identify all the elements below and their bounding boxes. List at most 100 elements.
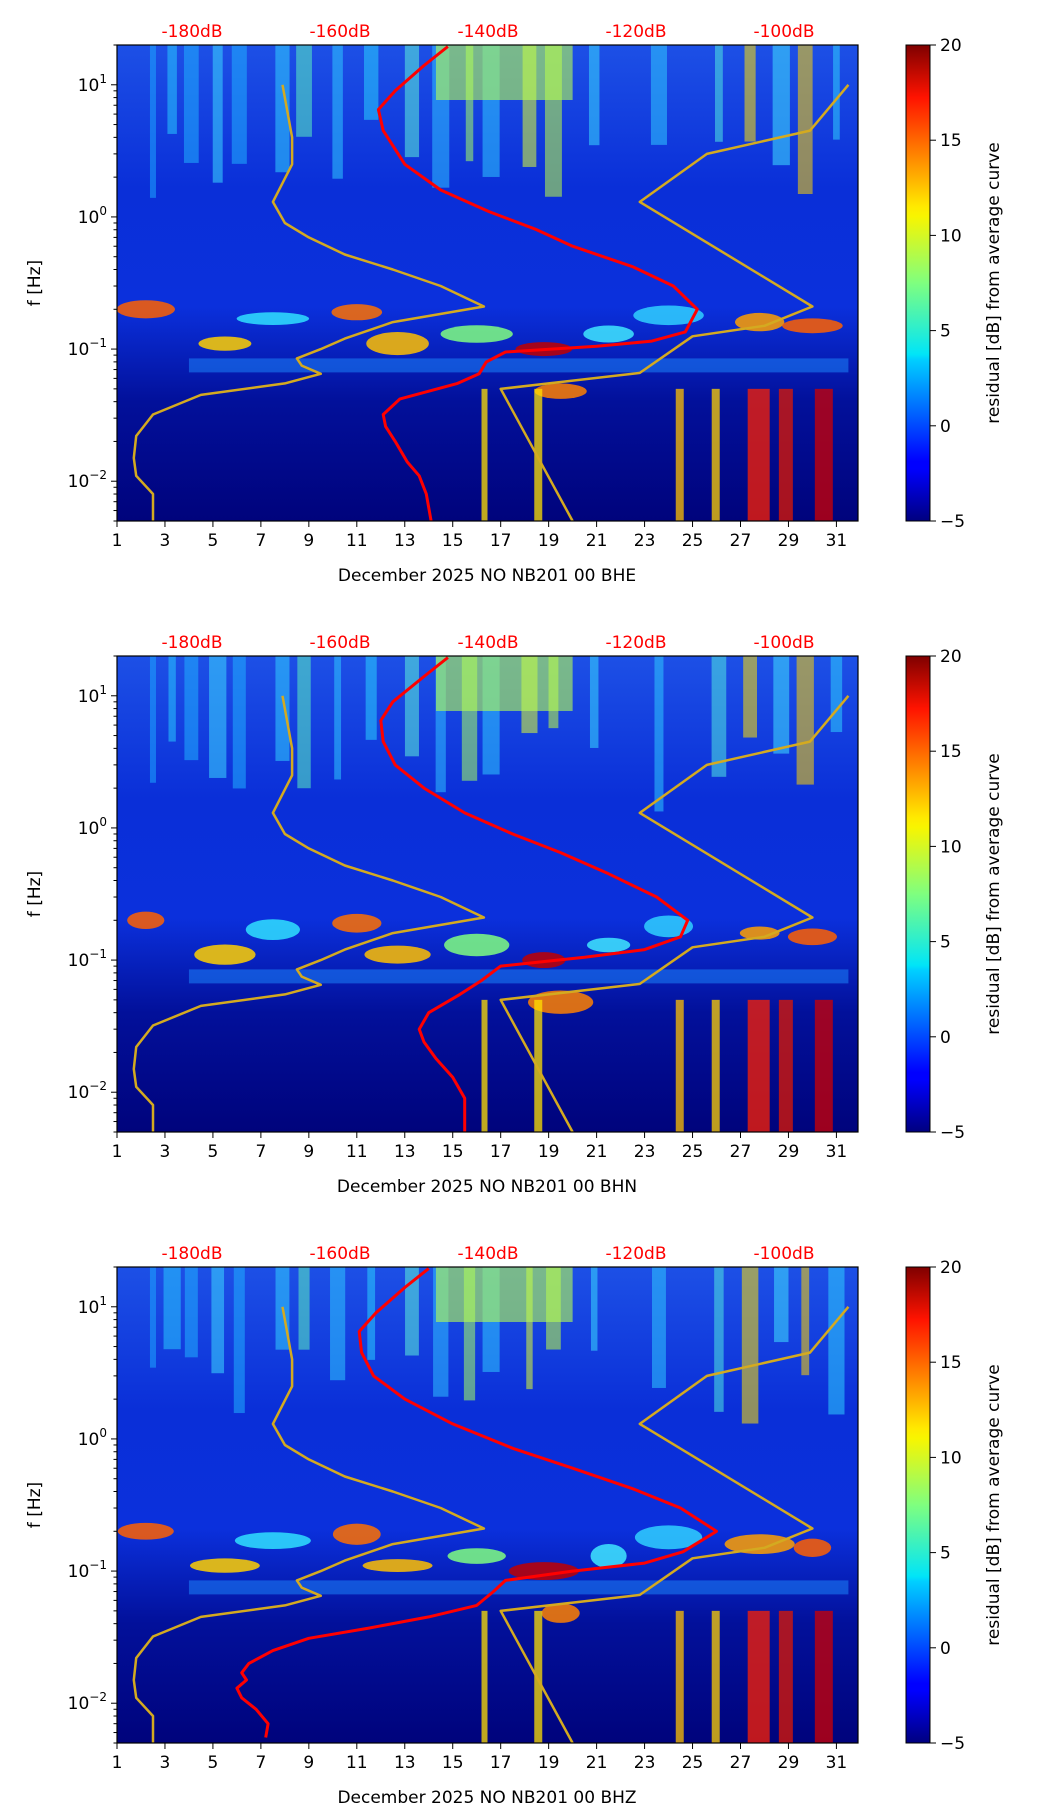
heatmap-texture bbox=[117, 1267, 849, 1743]
heatmap-streak bbox=[463, 1267, 476, 1401]
heatmap-streak bbox=[435, 1267, 573, 1322]
heatmap-streak bbox=[651, 1267, 666, 1388]
x-axis-label: December 2025 NO NB201 00 BHE bbox=[338, 566, 636, 586]
heatmap-streak bbox=[773, 656, 790, 754]
plot-frame bbox=[116, 1266, 859, 1744]
heatmap-streak bbox=[814, 999, 833, 1132]
heatmap-blob bbox=[236, 312, 310, 325]
db-scale-label: -140dB bbox=[457, 22, 518, 42]
x-tick-label: 21 bbox=[586, 531, 608, 551]
x-tick-label: 17 bbox=[490, 1753, 512, 1773]
colorbar-tick-label: 0 bbox=[940, 1639, 951, 1659]
heatmap-streak bbox=[465, 45, 474, 162]
yellow-curve bbox=[132, 84, 486, 521]
heatmap-streak bbox=[801, 1267, 810, 1376]
x-tick-label: 19 bbox=[538, 531, 560, 551]
heatmap-streak bbox=[711, 656, 727, 777]
heatmap-streak bbox=[778, 1610, 793, 1743]
heatmap-streak bbox=[233, 1267, 245, 1414]
colorbar-tick-label: 10 bbox=[940, 837, 962, 857]
heatmap-streak bbox=[298, 1267, 310, 1350]
heatmap-streak bbox=[830, 656, 843, 733]
heatmap-blob bbox=[541, 1603, 580, 1623]
y-tick-label: 101 bbox=[78, 683, 107, 707]
colorbar-label: residual [dB] from average curve bbox=[984, 1364, 1004, 1645]
x-tick-label: 29 bbox=[778, 1142, 800, 1162]
heatmap-streak bbox=[711, 1610, 720, 1743]
heatmap-streak bbox=[747, 999, 770, 1132]
x-tick-label: 5 bbox=[208, 531, 219, 551]
colorbar bbox=[905, 1266, 931, 1744]
db-scale-label: -100dB bbox=[753, 633, 814, 653]
x-tick-label: 25 bbox=[682, 1142, 704, 1162]
heatmap-streak bbox=[232, 656, 246, 789]
heatmap-streak bbox=[714, 1267, 724, 1412]
y-tick-label: 10−2 bbox=[68, 468, 107, 492]
x-tick-label: 21 bbox=[586, 1142, 608, 1162]
heatmap-streak bbox=[534, 1610, 543, 1743]
x-tick-label: 3 bbox=[160, 1753, 171, 1773]
heatmap-streak bbox=[404, 45, 420, 158]
heatmap-streak bbox=[534, 999, 543, 1132]
panel-bhn: 1 3 5 7 9 11 13 15 17 19 21 23 25 27 29 31 10−210−11001… bbox=[25, 633, 1004, 1197]
heatmap-streak bbox=[711, 999, 720, 1132]
heatmap-streak bbox=[590, 1267, 598, 1351]
heatmap-blob bbox=[586, 937, 631, 953]
y-tick-label: 10−1 bbox=[68, 336, 107, 360]
heatmap-blob bbox=[724, 1534, 795, 1554]
heatmap-streak bbox=[435, 656, 573, 711]
red-curve bbox=[379, 656, 690, 1132]
heatmap-streak bbox=[296, 45, 312, 137]
heatmap-streak bbox=[714, 45, 723, 142]
x-tick-label: 9 bbox=[303, 531, 314, 551]
heatmap-blob bbox=[331, 304, 383, 321]
heatmap-streak bbox=[743, 656, 758, 738]
colorbar-tick-label: 0 bbox=[940, 417, 951, 437]
heatmap-streak bbox=[364, 45, 379, 120]
heatmap-streak bbox=[212, 45, 223, 183]
db-scale-label: -160dB bbox=[309, 22, 370, 42]
db-scale-label: -120dB bbox=[605, 1244, 666, 1264]
x-tick-label: 25 bbox=[682, 1753, 704, 1773]
x-tick-label: 23 bbox=[634, 1142, 656, 1162]
db-scale-label: -120dB bbox=[605, 22, 666, 42]
heatmap-streak bbox=[772, 45, 790, 166]
heatmap-streak bbox=[275, 656, 290, 761]
x-axis-label: December 2025 NO NB201 00 BHZ bbox=[337, 1788, 636, 1806]
db-scale-label: -160dB bbox=[309, 1244, 370, 1264]
heatmap-band bbox=[188, 1580, 849, 1595]
heatmap-streak bbox=[774, 1267, 789, 1343]
x-tick-label: 23 bbox=[634, 531, 656, 551]
colorbar-tick-label: 5 bbox=[940, 1544, 951, 1564]
heatmap-streak bbox=[332, 45, 343, 179]
heatmap-blob bbox=[364, 945, 431, 964]
heatmap-streak bbox=[778, 388, 793, 521]
heatmap-streak bbox=[796, 656, 814, 785]
x-tick-label: 9 bbox=[303, 1142, 314, 1162]
x-tick-label: 11 bbox=[346, 1142, 368, 1162]
colorbar-tick-label: 15 bbox=[940, 131, 962, 151]
db-scale-label: -160dB bbox=[309, 633, 370, 653]
heatmap-blob bbox=[440, 325, 513, 343]
heatmap-streak bbox=[275, 45, 290, 173]
red-curve bbox=[235, 1267, 718, 1738]
colorbar-tick-label: 15 bbox=[940, 1353, 962, 1373]
heatmap-streak bbox=[231, 45, 247, 164]
heatmap-streak bbox=[833, 45, 840, 140]
heatmap-blob bbox=[644, 915, 694, 938]
heatmap-streak bbox=[435, 656, 446, 793]
colorbar-label: residual [dB] from average curve bbox=[984, 753, 1004, 1034]
heatmap-band bbox=[188, 358, 849, 373]
heatmap-streak bbox=[654, 656, 664, 812]
y-tick-label: 100 bbox=[78, 815, 107, 839]
x-tick-label: 15 bbox=[442, 531, 464, 551]
heatmap-streak bbox=[481, 999, 488, 1132]
x-tick-label: 19 bbox=[538, 1753, 560, 1773]
heatmap-streak bbox=[797, 45, 813, 195]
y-tick-label: 10−1 bbox=[68, 1558, 107, 1582]
colorbar-tick-label: −5 bbox=[940, 1734, 965, 1754]
colorbar-tick-label: 15 bbox=[940, 742, 962, 762]
colorbar-tick-label: 5 bbox=[940, 322, 951, 342]
plot-frame bbox=[116, 655, 859, 1133]
db-scale-label: -180dB bbox=[161, 22, 222, 42]
